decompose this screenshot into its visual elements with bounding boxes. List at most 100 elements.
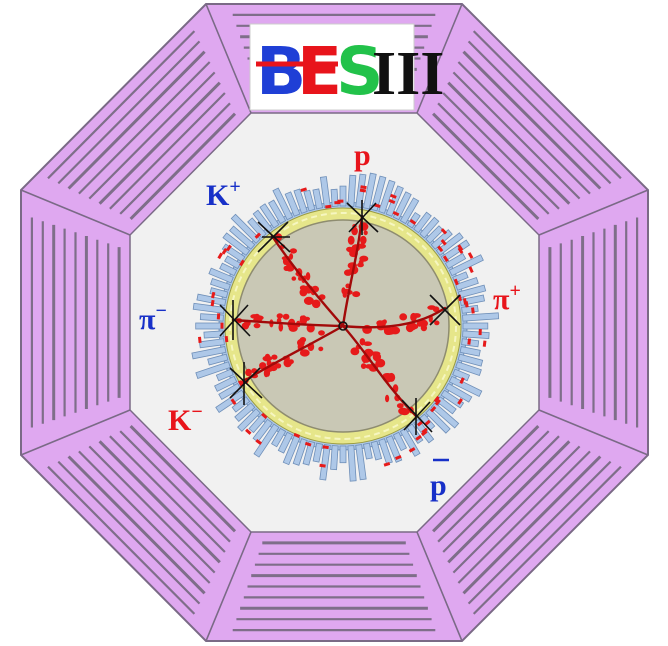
emc-crystal — [462, 330, 490, 339]
hit-blob — [382, 373, 392, 378]
label-pi-minus: π− — [139, 300, 167, 336]
label-p: p — [354, 139, 371, 172]
emc-crystal — [272, 187, 294, 221]
emc-crystal — [259, 203, 280, 229]
logo-box — [249, 23, 415, 111]
emc-crystal — [219, 262, 238, 277]
emc-crystal — [413, 211, 432, 234]
hit-blob — [282, 313, 290, 320]
emc-crystal — [385, 435, 403, 463]
emc-crystal — [406, 211, 421, 229]
label-k-plus-base: K — [206, 179, 230, 212]
muon-slat — [98, 440, 221, 564]
muon-slat — [447, 81, 571, 205]
muon-slat — [457, 61, 591, 195]
emc-crystal — [224, 255, 242, 270]
emc-crystal — [222, 232, 251, 256]
emc-hit — [255, 439, 263, 445]
hit-blob — [289, 253, 294, 260]
emc-crystal — [192, 302, 225, 314]
emc-crystal — [252, 418, 273, 443]
emc-crystal — [362, 442, 373, 460]
label-pi-plus-sup: + — [509, 280, 520, 302]
emc-hit — [457, 247, 464, 254]
hit-blob — [434, 320, 440, 326]
emc-crystal — [292, 438, 308, 466]
label-pi-plus: π+ — [493, 280, 521, 316]
emc-hit — [221, 247, 228, 255]
emc-crystal — [271, 427, 287, 448]
emc-hit — [478, 329, 482, 336]
hit-blob — [283, 265, 290, 271]
emc-crystal — [419, 216, 440, 239]
muon-slat — [442, 92, 560, 210]
muon-slat — [88, 445, 216, 574]
emc-hit — [434, 399, 441, 406]
bes3-logo: B E S III — [249, 23, 444, 111]
logo-letter-s: S — [336, 33, 384, 110]
emc-crystal — [462, 322, 489, 330]
emc-crystal — [444, 382, 473, 403]
emc-crystal — [455, 277, 479, 291]
label-pi-minus-base: π — [139, 303, 156, 336]
emc-crystal — [195, 361, 231, 379]
muon-slat — [472, 465, 622, 615]
emc-crystal — [444, 252, 467, 270]
hit-blob — [350, 347, 360, 355]
emc-hit — [430, 405, 437, 413]
emc-crystal — [253, 423, 280, 458]
muon-slat — [452, 71, 581, 200]
emc-hit — [462, 298, 468, 305]
emc-hit — [293, 432, 301, 438]
hit-blob — [399, 408, 410, 416]
muon-slat — [437, 430, 550, 543]
emc-crystal — [218, 382, 242, 400]
hit-blob — [347, 235, 355, 245]
interaction-point — [338, 321, 348, 331]
logo-numeral: III — [372, 40, 444, 108]
emc-crystal — [214, 375, 238, 392]
emc-hit — [392, 210, 400, 217]
hit-blob — [418, 319, 428, 328]
emc-crystal — [215, 368, 234, 382]
emc-hit — [254, 232, 262, 239]
emc-crystal — [284, 191, 301, 217]
emc-hit — [440, 239, 447, 246]
hit-blob — [378, 322, 386, 327]
emc-hit — [467, 252, 474, 259]
emc-crystal — [268, 199, 287, 225]
muon-slat — [462, 455, 602, 595]
emc-crystal — [319, 444, 331, 481]
label-p-bar-text: p — [430, 469, 447, 502]
marker-pi-minus — [219, 300, 251, 340]
emc-crystal — [234, 402, 256, 422]
emc-hit — [453, 278, 459, 286]
emc-hit — [261, 412, 268, 420]
emc-hit — [437, 245, 444, 253]
emc-hit — [442, 255, 449, 263]
emc-hit — [220, 322, 224, 329]
track-pi-plus — [341, 306, 447, 329]
hit-blob — [305, 272, 311, 281]
hit-blob — [289, 248, 297, 254]
hit-blob — [365, 364, 373, 369]
muon-slat — [457, 450, 591, 584]
charged-tracks — [231, 214, 447, 418]
hit-blob — [405, 323, 415, 333]
muon-slat — [88, 71, 216, 200]
emc-hit — [230, 398, 237, 406]
emc-hit — [394, 454, 402, 461]
emc-hit — [300, 187, 307, 192]
muon-slat — [78, 450, 211, 584]
marker-p — [346, 200, 379, 235]
muon-slat — [462, 50, 602, 190]
emc-hit — [198, 336, 202, 344]
muon-slat — [78, 61, 211, 195]
emc-hit — [421, 430, 428, 437]
emc-hit — [467, 338, 472, 345]
label-pi-minus-sup: − — [155, 300, 166, 322]
emc-crystal — [312, 188, 324, 210]
muon-slat — [109, 435, 226, 553]
label-k-minus-base: K — [168, 404, 192, 437]
